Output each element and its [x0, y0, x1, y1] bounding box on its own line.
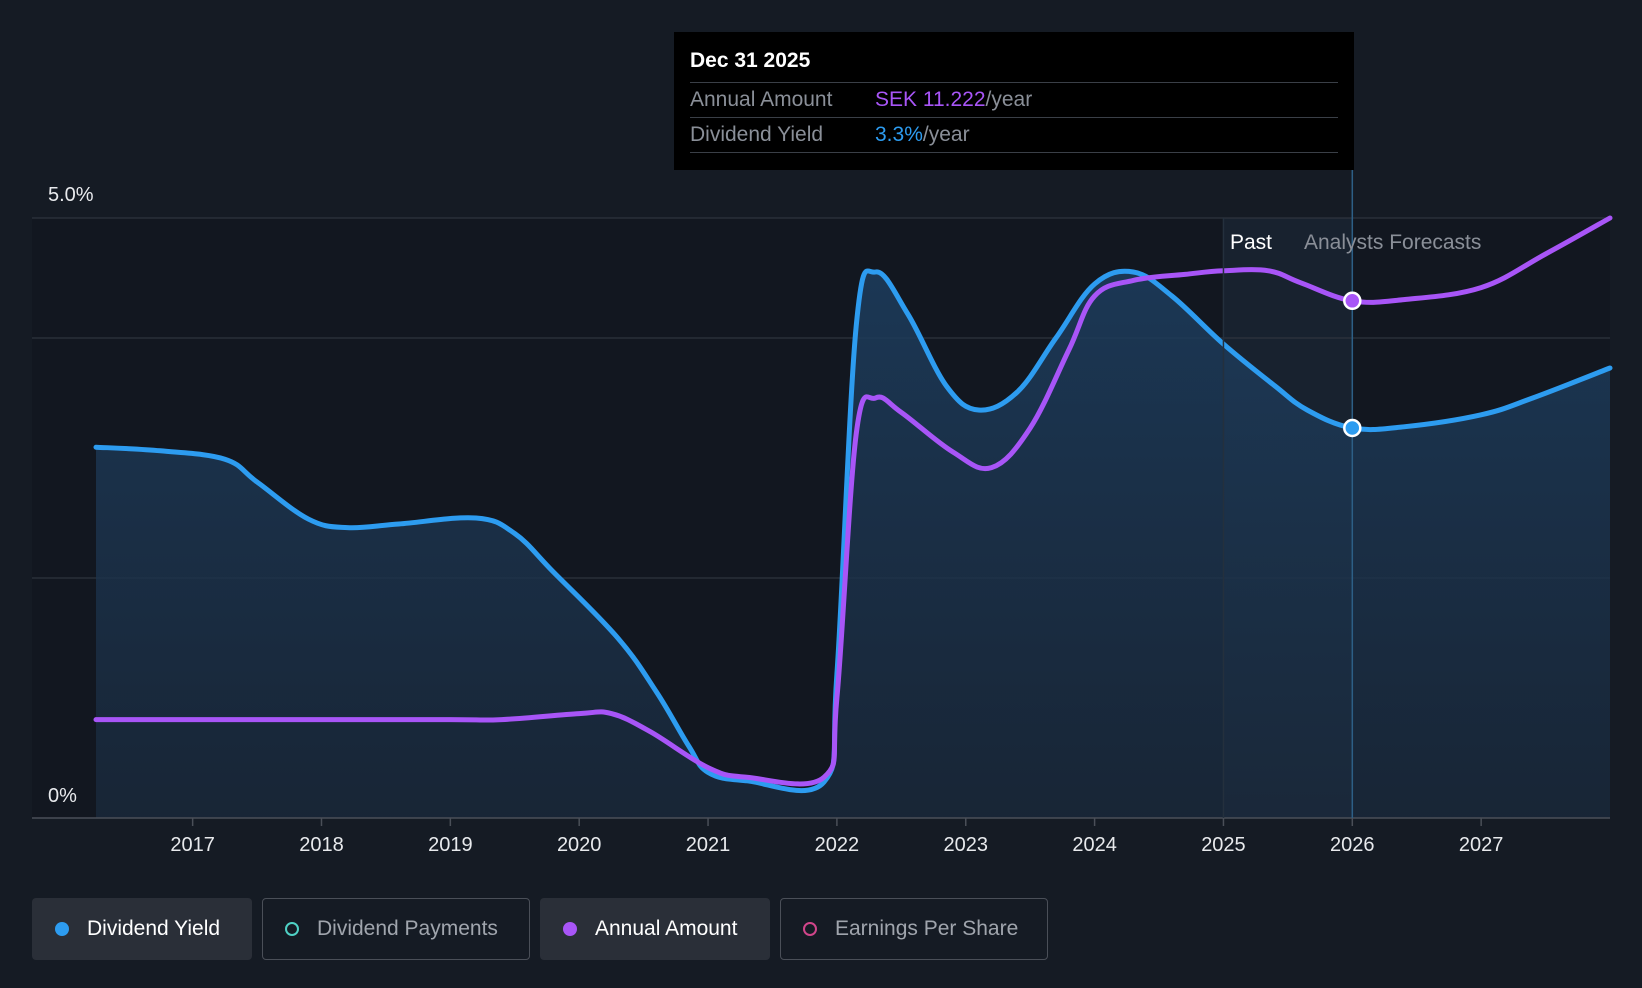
ring-icon	[803, 922, 817, 936]
annual-amount-line	[93, 215, 1613, 787]
tooltip-value: 3.3%	[875, 123, 923, 146]
x-tick-label: 2025	[1201, 834, 1246, 856]
x-tick-label: 2018	[299, 834, 344, 856]
x-tick-label: 2024	[1072, 834, 1117, 856]
y-axis-top-label: 5.0%	[48, 184, 94, 206]
x-tick-label: 2020	[557, 834, 602, 856]
past-label: Past	[1230, 231, 1272, 254]
x-tick-label: 2017	[170, 834, 215, 856]
y-axis-bottom-label: 0%	[48, 785, 77, 807]
x-tick-label: 2026	[1330, 834, 1375, 856]
x-tick-label: 2027	[1459, 834, 1504, 856]
legend-annual-amount[interactable]: Annual Amount	[540, 898, 770, 960]
legend-earnings-per-share[interactable]: Earnings Per Share	[780, 898, 1048, 960]
x-tick-label: 2019	[428, 834, 473, 856]
legend-dividend-payments[interactable]: Dividend Payments	[262, 898, 530, 960]
legend: Dividend Yield Dividend Payments Annual …	[32, 898, 1048, 960]
x-tick-label: 2021	[686, 834, 731, 856]
legend-dividend-yield[interactable]: Dividend Yield	[32, 898, 252, 960]
tooltip-row-annual-amount: Annual Amount SEK 11.222/year	[690, 83, 1338, 118]
tooltip-unit: /year	[985, 88, 1033, 111]
dot-icon	[55, 922, 69, 936]
legend-label: Annual Amount	[595, 917, 738, 940]
tooltip-value: SEK 11.222	[875, 88, 986, 111]
annual-amount-marker	[1343, 291, 1362, 311]
tooltip-row-dividend-yield: Dividend Yield 3.3%/year	[690, 118, 1338, 153]
forecast-label: Analysts Forecasts	[1304, 231, 1481, 254]
dividend-yield-marker	[1343, 418, 1362, 438]
dividend-yield-area	[96, 270, 1610, 818]
legend-label: Earnings Per Share	[835, 917, 1019, 940]
x-tick-label: 2023	[943, 834, 988, 856]
legend-label: Dividend Payments	[317, 917, 498, 940]
tooltip: Dec 31 2025 Annual Amount SEK 11.222/yea…	[674, 32, 1354, 170]
tooltip-unit: /year	[922, 123, 970, 146]
legend-label: Dividend Yield	[87, 917, 221, 940]
tooltip-label: Dividend Yield	[690, 123, 824, 146]
dot-icon	[563, 922, 577, 936]
x-tick-label: 2022	[815, 834, 860, 856]
dividend-yield-line	[93, 268, 1613, 794]
tooltip-label: Annual Amount	[690, 88, 833, 111]
tooltip-date: Dec 31 2025	[690, 46, 1338, 83]
ring-icon	[285, 922, 299, 936]
